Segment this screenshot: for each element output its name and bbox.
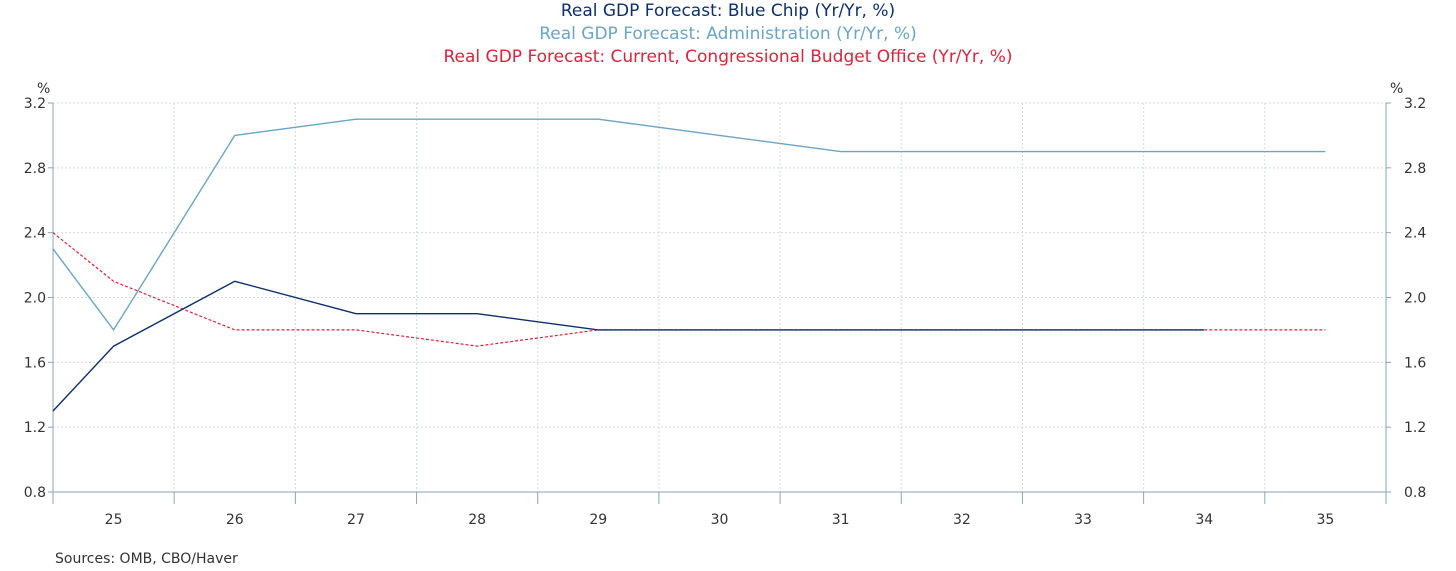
source-note: Sources: OMB, CBO/Haver — [55, 551, 238, 567]
y-tick-label-right: 2.8 — [1404, 161, 1426, 177]
y-tick-label-right: 0.8 — [1404, 485, 1426, 501]
series-line — [52, 118, 1326, 331]
y-tick-label-right: 3.2 — [1404, 96, 1426, 112]
y-tick-label-right: 1.2 — [1404, 420, 1426, 436]
x-tick-label: 35 — [1316, 512, 1334, 528]
y-tick-label-right: 2.0 — [1404, 291, 1426, 307]
x-tick-label: 26 — [226, 512, 244, 528]
x-tick-label: 27 — [347, 512, 365, 528]
y-tick-label-left: 3.2 — [24, 96, 46, 112]
x-tick-label: 31 — [832, 512, 850, 528]
title-cbo: Real GDP Forecast: Current, Congressiona… — [443, 47, 1013, 67]
grid-lines — [53, 102, 1386, 492]
x-tick-label: 32 — [953, 512, 971, 528]
y-unit-right: % — [1390, 81, 1403, 97]
y-tick-label-left: 2.4 — [24, 226, 46, 242]
axes — [48, 102, 1391, 504]
y-tick-label-right: 2.4 — [1404, 226, 1426, 242]
y-tick-label-right: 1.6 — [1404, 355, 1426, 371]
x-tick-label: 34 — [1195, 512, 1213, 528]
title-blue-chip: Real GDP Forecast: Blue Chip (Yr/Yr, %) — [560, 1, 896, 21]
x-tick-label: 33 — [1074, 512, 1092, 528]
x-tick-label: 29 — [589, 512, 607, 528]
x-tick-label: 25 — [105, 512, 123, 528]
y-tick-label-left: 2.8 — [24, 161, 46, 177]
x-tick-label: 28 — [468, 512, 486, 528]
y-tick-label-left: 0.8 — [24, 485, 46, 501]
tick-labels: 0.8 0.8 1.2 1.2 1.6 1.6 2.0 2.0 2.4 2.4 2.8 2.8 3.2 3… — [24, 81, 1427, 528]
series-line — [52, 232, 1326, 347]
y-tick-label-left: 1.6 — [24, 355, 46, 371]
title-administration: Real GDP Forecast: Administration (Yr/Yr… — [539, 24, 917, 44]
y-unit-left: % — [37, 81, 50, 97]
series-lines — [52, 118, 1326, 412]
y-tick-label-left: 2.0 — [24, 291, 46, 307]
y-tick-label-left: 1.2 — [24, 420, 46, 436]
series-line — [52, 280, 1205, 412]
chart-titles: Real GDP Forecast: Blue Chip (Yr/Yr, %) … — [0, 0, 1456, 69]
x-tick-label: 30 — [711, 512, 729, 528]
